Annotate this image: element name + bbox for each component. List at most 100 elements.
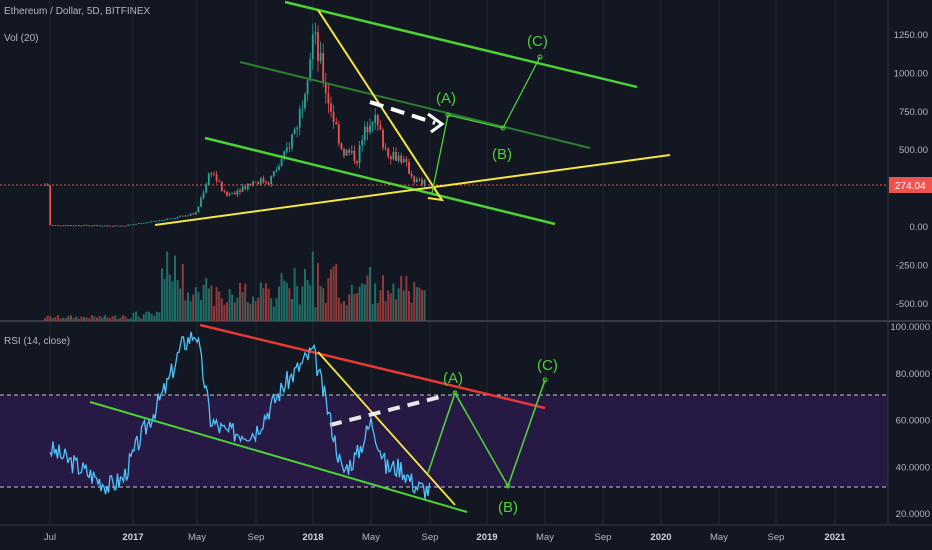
volume-bar xyxy=(358,286,361,321)
price-tick-label: -500.00 xyxy=(896,299,928,310)
volume-bar xyxy=(392,283,395,321)
volume-bar xyxy=(324,303,327,321)
candle-body xyxy=(202,192,205,198)
rsi-yellow-line xyxy=(317,351,456,506)
last-price-tag xyxy=(889,177,932,193)
volume-bar xyxy=(335,263,338,321)
wave-point-c xyxy=(537,54,543,60)
candle-body xyxy=(343,148,345,156)
time-tick-label: 2017 xyxy=(122,532,143,543)
candle-body xyxy=(215,174,218,181)
volume-bar xyxy=(116,318,119,321)
volume-bar xyxy=(51,318,54,321)
candle-body xyxy=(314,32,317,35)
volume-bar xyxy=(119,317,122,321)
candle-body xyxy=(421,179,423,185)
wave-point-b xyxy=(500,125,506,131)
rsi-label[interactable]: RSI (14, close) xyxy=(4,336,70,347)
volume-bar xyxy=(54,317,57,321)
volume-bar xyxy=(194,287,197,321)
time-tick-label: May xyxy=(536,532,554,543)
volume-bar xyxy=(142,314,145,321)
candle-body xyxy=(311,34,314,60)
candle-body xyxy=(395,151,397,161)
time-tick-label: May xyxy=(710,532,728,543)
candle-body xyxy=(210,173,213,175)
volume-bar xyxy=(168,274,171,321)
candle-body xyxy=(223,191,226,193)
candle-body xyxy=(423,180,426,185)
volume-bar xyxy=(291,298,293,321)
candle-body xyxy=(137,223,140,225)
candle-body xyxy=(207,173,210,185)
candle-body xyxy=(90,225,93,227)
yellow-arrow-head xyxy=(427,187,445,202)
candle-body xyxy=(213,173,215,175)
candle-body xyxy=(189,213,192,216)
volume-bar xyxy=(382,275,384,321)
volume-bar xyxy=(239,282,241,321)
volume-bar xyxy=(145,311,148,321)
volume-bar xyxy=(187,292,189,321)
candle-body xyxy=(114,225,117,227)
price-wave-label-b: (B) xyxy=(492,146,512,163)
volume-bar xyxy=(314,306,317,321)
candle-body xyxy=(127,224,130,226)
volume-bar xyxy=(226,302,228,321)
candle-body xyxy=(176,216,179,219)
candle-body xyxy=(150,221,153,223)
volume-bar xyxy=(348,294,351,321)
volume-bar xyxy=(106,317,109,321)
volume-bar xyxy=(75,316,78,321)
candle-body xyxy=(304,94,306,109)
volume-bar xyxy=(114,315,117,321)
volume-bar xyxy=(132,312,135,321)
rsi-line xyxy=(49,331,431,499)
time-tick-label: 2018 xyxy=(302,532,323,543)
volume-bar xyxy=(259,282,262,321)
volume-bar xyxy=(421,290,423,321)
candle-body xyxy=(72,225,75,227)
volume-bar xyxy=(272,306,275,321)
candle-body xyxy=(293,129,296,135)
volume-bar xyxy=(101,317,104,321)
volume-bar xyxy=(369,267,371,321)
price-tick-label: 750.00 xyxy=(899,107,928,118)
candle-body xyxy=(397,155,400,161)
volume-label[interactable]: Vol (20) xyxy=(4,33,38,44)
candle-body xyxy=(228,193,231,196)
time-axis[interactable]: Jul 2017 May Sep 2018 May Sep 2019 May Sep 2020 May… xyxy=(44,532,846,543)
volume-bar xyxy=(353,293,356,321)
rsi-axis[interactable]: 100.0000 80.0000 60.0000 40.0000 20.0000 xyxy=(890,322,930,520)
volume-bar xyxy=(171,281,174,321)
price-wave-label-a: (A) xyxy=(436,90,456,107)
symbol-title[interactable]: Ethereum / Dollar, 5D, BITFINEX xyxy=(4,6,150,17)
candle-body xyxy=(51,225,54,226)
volume-bar xyxy=(249,303,252,321)
candle-body xyxy=(142,223,145,224)
price-tick-label: -250.00 xyxy=(896,260,928,271)
volume-bar xyxy=(192,294,195,321)
volume-bar xyxy=(363,284,366,321)
volume-bar xyxy=(111,316,114,321)
candle-body xyxy=(220,181,223,192)
volume-bar xyxy=(124,316,127,321)
volume-bar xyxy=(395,299,397,321)
volume-bar xyxy=(389,293,392,321)
rsi-tick-label: 20.0000 xyxy=(896,509,930,520)
candle-body xyxy=(249,183,252,186)
candle-body xyxy=(298,108,301,128)
candle-body xyxy=(415,179,418,183)
candle-body xyxy=(254,181,257,183)
volume-bar xyxy=(200,300,202,321)
rsi-wave-point-b xyxy=(505,483,511,489)
candle-body xyxy=(122,225,124,227)
candle-body xyxy=(280,159,283,167)
volume-bar xyxy=(361,283,364,321)
price-tick-label: 1000.00 xyxy=(894,68,928,79)
time-tick-label: Sep xyxy=(422,532,439,543)
volume-bar xyxy=(415,287,418,321)
rsi-wave-label-a: (A) xyxy=(443,370,463,387)
price-tick-label: 0.00 xyxy=(910,222,929,233)
